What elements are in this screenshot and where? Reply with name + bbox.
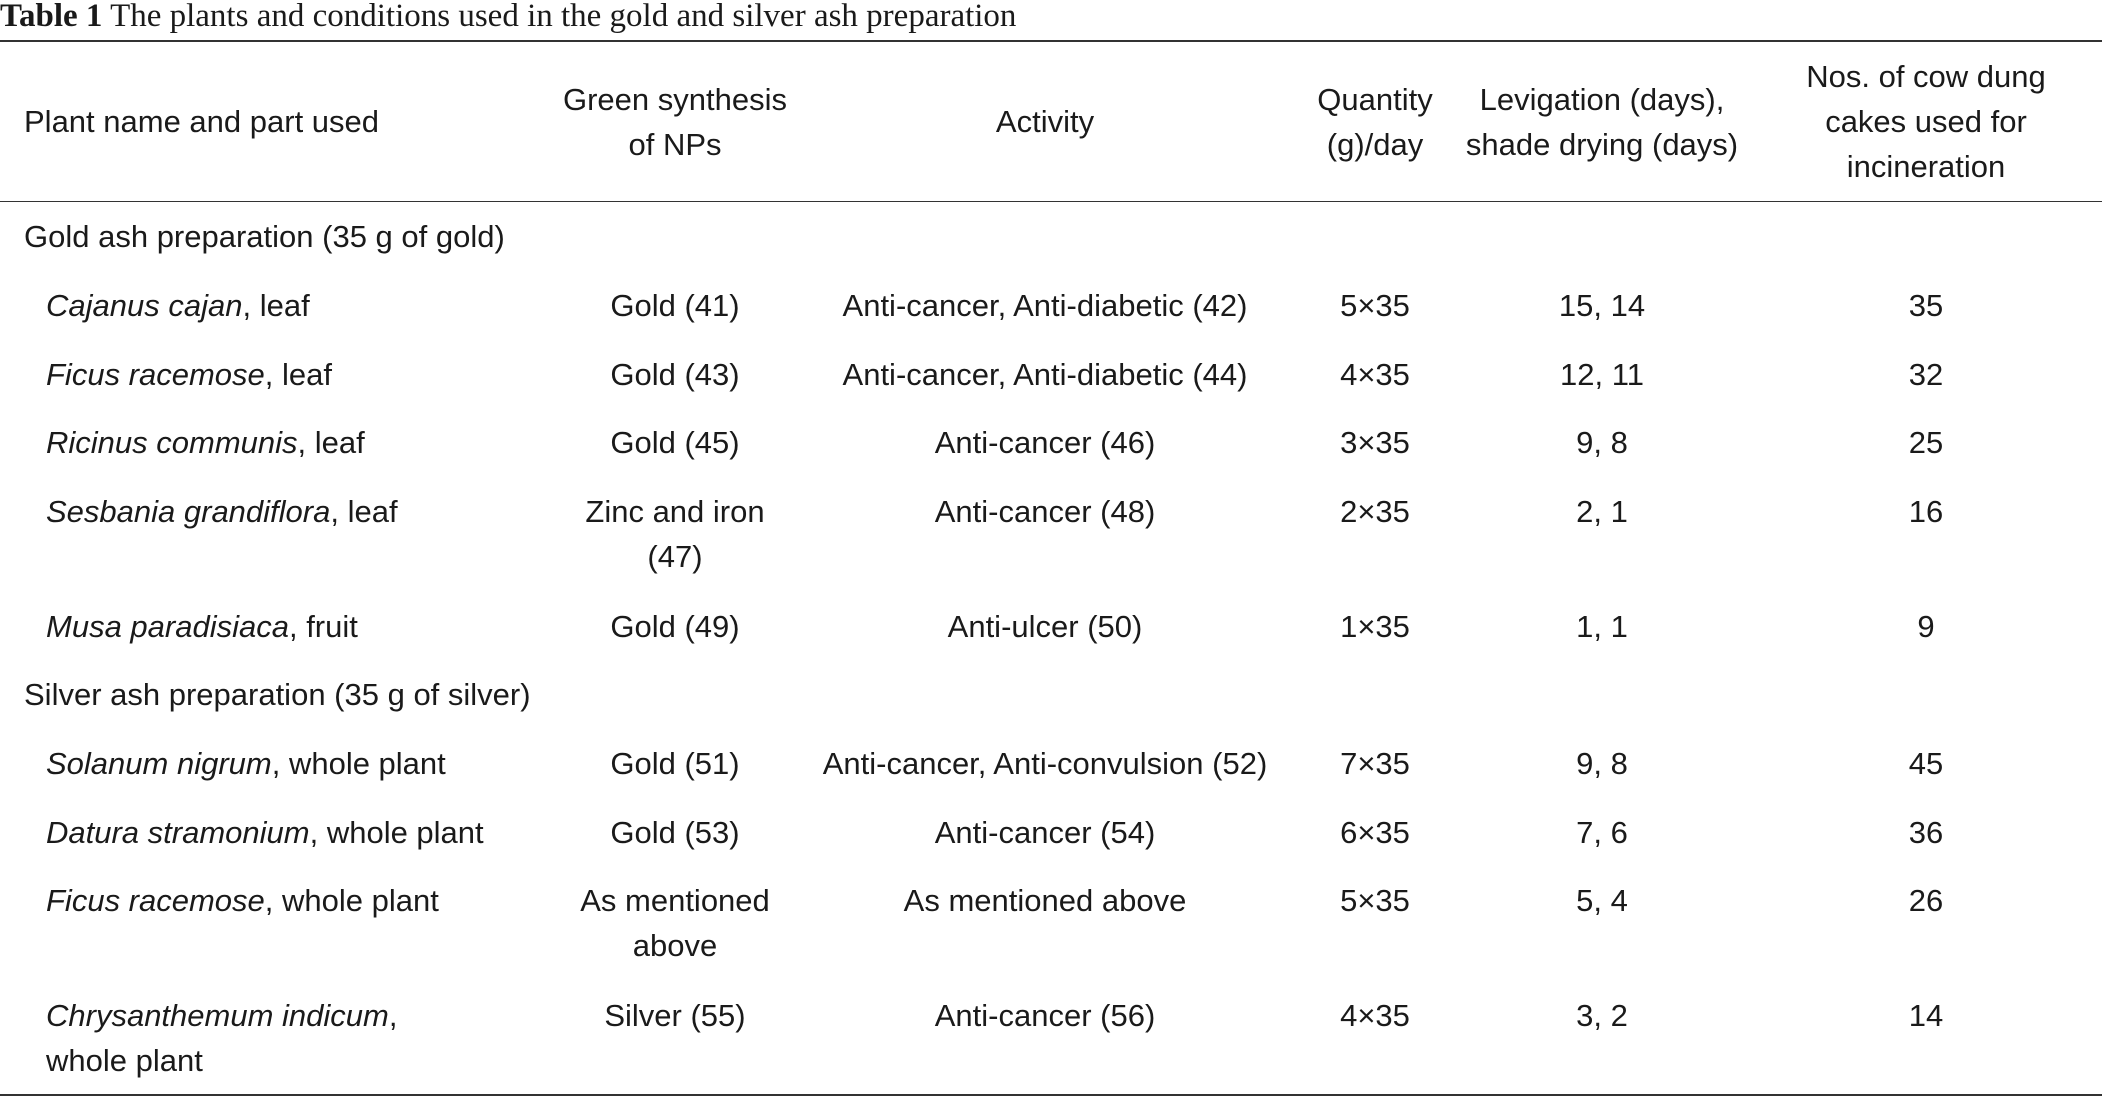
- plant-cell: Solanum nigrum, whole plant: [46, 741, 566, 786]
- synthesis-cell: Gold (49): [610, 609, 740, 644]
- activity-cell: Anti-cancer (54): [934, 815, 1156, 850]
- quantity-cell: 2×35: [1340, 494, 1410, 529]
- activity-cell: Anti-cancer (48): [934, 494, 1156, 529]
- synthesis-cell: Silver (55): [604, 998, 746, 1033]
- quantity-cell: 4×35: [1340, 998, 1410, 1033]
- species-name: Sesbania grandiflora: [46, 494, 331, 529]
- plant-cell: Ficus racemose, leaf: [46, 352, 566, 397]
- synthesis-cell: Gold (43): [610, 357, 740, 392]
- synthesis-cell: Gold (53): [610, 815, 740, 850]
- plant-cell: Datura stramonium, whole plant: [46, 810, 566, 855]
- plant-cell: Musa paradisiaca, fruit: [46, 604, 566, 649]
- quantity-cell: 3×35: [1340, 425, 1410, 460]
- cakes-cell: 16: [1908, 494, 1944, 529]
- table-label: Table 1: [0, 0, 103, 34]
- quantity-cell: 4×35: [1340, 357, 1410, 392]
- activity-cell: Anti-cancer, Anti-diabetic (42): [842, 288, 1248, 323]
- quantity-cell: 1×35: [1340, 609, 1410, 644]
- synthesis-cell: Gold (45): [610, 425, 740, 460]
- species-name: Ricinus communis: [46, 425, 298, 460]
- plant-part: , leaf: [242, 288, 310, 323]
- synthesis-cell: Zinc and iron (47): [585, 494, 765, 574]
- species-name: Solanum nigrum: [46, 746, 272, 781]
- header-quantity: Quantity (g)/day: [1317, 82, 1433, 162]
- table-caption: Table 1 The plants and conditions used i…: [0, 0, 1016, 38]
- quantity-cell: 5×35: [1340, 288, 1410, 323]
- activity-cell: Anti-cancer (46): [934, 425, 1156, 460]
- levigation-cell: 2, 1: [1576, 494, 1628, 529]
- cakes-cell: 45: [1908, 746, 1944, 781]
- levigation-cell: 1, 1: [1576, 609, 1628, 644]
- cakes-cell: 25: [1908, 425, 1944, 460]
- species-name: Musa paradisiaca: [46, 609, 289, 644]
- species-name: Ficus racemose: [46, 883, 265, 918]
- synthesis-cell: Gold (41): [610, 288, 740, 323]
- header-levigation: Levigation (days), shade drying (days): [1465, 82, 1739, 162]
- plant-part: , whole plant: [309, 815, 484, 850]
- levigation-cell: 9, 8: [1576, 425, 1628, 460]
- cakes-cell: 9: [1917, 609, 1935, 644]
- header-cakes: Nos. of cow dung cakes used for incinera…: [1806, 59, 2046, 184]
- plant-cell: Ricinus communis, leaf: [46, 420, 566, 465]
- levigation-cell: 15, 14: [1558, 288, 1646, 323]
- plant-cell: Cajanus cajan, leaf: [46, 283, 566, 328]
- header-rule: [0, 201, 2102, 202]
- section-title-silver: Silver ash preparation (35 g of silver): [24, 677, 531, 712]
- activity-cell: Anti-cancer, Anti-convulsion (52): [822, 746, 1268, 781]
- plant-part: , whole plant: [264, 883, 439, 918]
- cakes-cell: 26: [1908, 883, 1944, 918]
- cakes-cell: 14: [1908, 998, 1944, 1033]
- levigation-cell: 7, 6: [1576, 815, 1628, 850]
- section-title-gold: Gold ash preparation (35 g of gold): [24, 219, 505, 254]
- top-rule: [0, 40, 2102, 42]
- plant-part: , fruit: [288, 609, 358, 644]
- species-name: Chrysanthemum indicum: [46, 998, 389, 1033]
- quantity-cell: 6×35: [1340, 815, 1410, 850]
- levigation-cell: 5, 4: [1576, 883, 1628, 918]
- plant-cell: Sesbania grandiflora, leaf: [46, 489, 566, 534]
- table-title: The plants and conditions used in the go…: [110, 0, 1017, 34]
- plant-cell: Chrysanthemum indicum, whole plant: [46, 993, 566, 1083]
- plant-cell: Ficus racemose, whole plant: [46, 878, 566, 923]
- cakes-cell: 36: [1908, 815, 1944, 850]
- plant-part-line2: whole plant: [46, 1043, 203, 1078]
- levigation-cell: 3, 2: [1576, 998, 1628, 1033]
- plant-part: , leaf: [330, 494, 398, 529]
- header-activity: Activity: [995, 104, 1095, 139]
- cakes-cell: 35: [1908, 288, 1944, 323]
- bottom-rule: [0, 1094, 2102, 1096]
- plant-part: ,: [388, 998, 398, 1033]
- activity-cell: As mentioned above: [903, 883, 1187, 918]
- species-name: Datura stramonium: [46, 815, 310, 850]
- plant-part: , leaf: [264, 357, 333, 392]
- species-name: Cajanus cajan: [46, 288, 243, 323]
- header-plant: Plant name and part used: [24, 104, 380, 139]
- activity-cell: Anti-cancer (56): [934, 998, 1156, 1033]
- plant-part: , whole plant: [271, 746, 446, 781]
- levigation-cell: 9, 8: [1576, 746, 1628, 781]
- cakes-cell: 32: [1908, 357, 1944, 392]
- synthesis-cell: As mentioned above: [580, 883, 770, 963]
- synthesis-cell: Gold (51): [610, 746, 740, 781]
- quantity-cell: 5×35: [1340, 883, 1410, 918]
- levigation-cell: 12, 11: [1560, 357, 1644, 392]
- header-synthesis: Green synthesis of NPs: [563, 82, 787, 162]
- activity-cell: Anti-cancer, Anti-diabetic (44): [842, 357, 1248, 392]
- species-name: Ficus racemose: [46, 357, 265, 392]
- plant-part: , leaf: [297, 425, 365, 460]
- quantity-cell: 7×35: [1340, 746, 1410, 781]
- activity-cell: Anti-ulcer (50): [947, 609, 1143, 644]
